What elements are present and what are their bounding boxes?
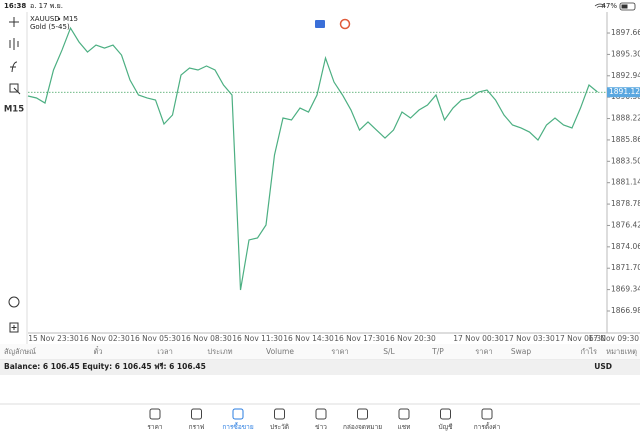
tab-icon[interactable] [357, 408, 368, 420]
status-time: 16:38 [4, 2, 26, 10]
column-header: Volume [266, 347, 294, 356]
bid-label: 1891.125 [609, 87, 640, 96]
x-tick-label: 16 Nov 11:30 [232, 334, 283, 343]
currency: USD [594, 362, 612, 371]
y-tick-label: 1895.300 [611, 49, 640, 58]
function-tool[interactable] [10, 61, 18, 73]
timeframe-tool[interactable] [8, 296, 20, 308]
tab-icon[interactable] [274, 408, 285, 420]
column-header: ตั๋ว [93, 346, 102, 356]
tab-label[interactable]: แชท [398, 423, 411, 431]
x-tick-label: 16 Nov 05:30 [130, 334, 181, 343]
bid-label-bg [607, 87, 640, 98]
balance-bg [0, 360, 640, 375]
y-tick-label: 1885.860 [611, 135, 640, 144]
buy-sell-toggle[interactable] [315, 20, 325, 28]
tab-label[interactable]: การซื้อขาย [222, 422, 253, 431]
indicators-tool[interactable] [9, 38, 19, 50]
y-tick-label: 1883.500 [611, 156, 640, 165]
y-tick-label: 1888.220 [611, 114, 640, 123]
add-tool[interactable] [9, 322, 19, 333]
battery-icon [619, 2, 636, 11]
x-tick-label: 16 Nov 17:30 [334, 334, 385, 343]
column-header: เวลา [157, 347, 173, 356]
tab-icon[interactable] [481, 408, 493, 420]
x-tick-label: 16 Nov 02:30 [79, 334, 130, 343]
column-header: Swap [511, 347, 531, 356]
column-header: สัญลักษณ์ [4, 347, 36, 356]
column-header: ราคา [331, 347, 348, 356]
toolbar-timeframe[interactable]: M15 [4, 105, 24, 115]
tab-label[interactable]: ข่าว [315, 423, 327, 431]
x-tick-label: 16 Nov 08:30 [181, 334, 232, 343]
x-tick-label: 17 Nov 06:30 [555, 334, 606, 343]
x-tick-label: 17 Nov 09:30 [588, 334, 639, 343]
status-battery: 47% [601, 2, 617, 10]
column-header: S/L [383, 347, 395, 356]
price-line-series [27, 26, 598, 291]
x-tick-label: 17 Nov 03:30 [504, 334, 555, 343]
tab-label[interactable]: บัญชี [438, 423, 453, 431]
table-header-bg [0, 344, 640, 360]
y-tick-label: 1871.700 [611, 263, 640, 272]
tab-label[interactable]: ประวัติ [270, 423, 289, 431]
tab-icon[interactable] [149, 408, 161, 420]
y-tick-label: 1874.060 [611, 242, 640, 251]
y-tick-label: 1869.340 [611, 285, 640, 294]
y-tick-label: 1892.940 [611, 71, 640, 80]
x-tick-label: 16 Nov 20:30 [385, 334, 436, 343]
toolbar [8, 17, 21, 333]
column-header: หมายเหตุ [606, 347, 637, 356]
tab-icon[interactable] [191, 408, 202, 420]
x-tick-label: 15 Nov 23:30 [28, 334, 79, 343]
column-header: ประเภท [207, 347, 232, 356]
tab-icon[interactable] [440, 408, 451, 420]
y-tick-label: 1878.780 [611, 199, 640, 208]
y-tick-label: 1866.980 [611, 306, 640, 315]
y-tick-label: 1876.420 [611, 220, 640, 229]
balance: Balance: 6 106.45 Equity: 6 106.45 ฟรี: … [4, 362, 206, 371]
tab-icon[interactable] [398, 408, 410, 420]
tab-label[interactable]: กล่องจดหมาย [343, 423, 382, 431]
crosshair-tool[interactable] [9, 17, 19, 27]
refresh-icon[interactable] [339, 18, 351, 30]
wifi-icon [594, 3, 606, 8]
column-header: ราคา [475, 347, 492, 356]
status-date: อ. 17 พ.ย. [30, 2, 63, 10]
tab-label[interactable]: การตั้งค่า [474, 422, 501, 431]
tab-label[interactable]: กราฟ [189, 423, 205, 431]
tab-icon[interactable] [232, 408, 244, 420]
indicator: Gold (5-45) [30, 23, 70, 31]
column-header: กำไร [580, 347, 597, 356]
y-tick-label: 1881.140 [611, 178, 640, 187]
x-tick-label: 16 Nov 14:30 [283, 334, 334, 343]
tab-icon[interactable] [315, 408, 327, 420]
battery-level [621, 4, 628, 9]
column-header: T/P [431, 347, 444, 356]
separator-dot [57, 17, 61, 21]
y-tick-label: 1897.660 [611, 28, 640, 37]
timeframe: M15 [63, 15, 78, 23]
symbol: XAUUSD [30, 15, 60, 23]
x-tick-label: 17 Nov 00:30 [453, 334, 504, 343]
tab-label[interactable]: ราคา [147, 423, 162, 431]
objects-tool[interactable] [9, 83, 21, 95]
